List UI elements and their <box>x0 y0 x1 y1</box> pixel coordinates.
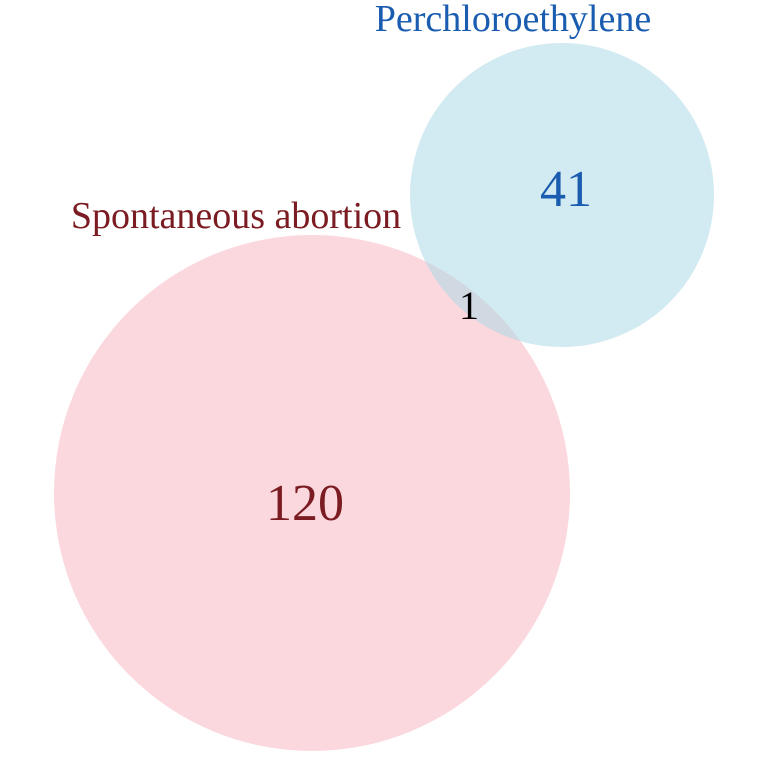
set-b-circle <box>410 43 714 347</box>
set-b-count: 41 <box>540 161 592 218</box>
set-b-label: Perchloroethylene <box>375 0 651 40</box>
set-a-circle <box>54 235 570 751</box>
set-a-count: 120 <box>266 475 344 532</box>
set-a-label: Spontaneous abortion <box>71 195 401 237</box>
overlap-count: 1 <box>459 283 479 328</box>
